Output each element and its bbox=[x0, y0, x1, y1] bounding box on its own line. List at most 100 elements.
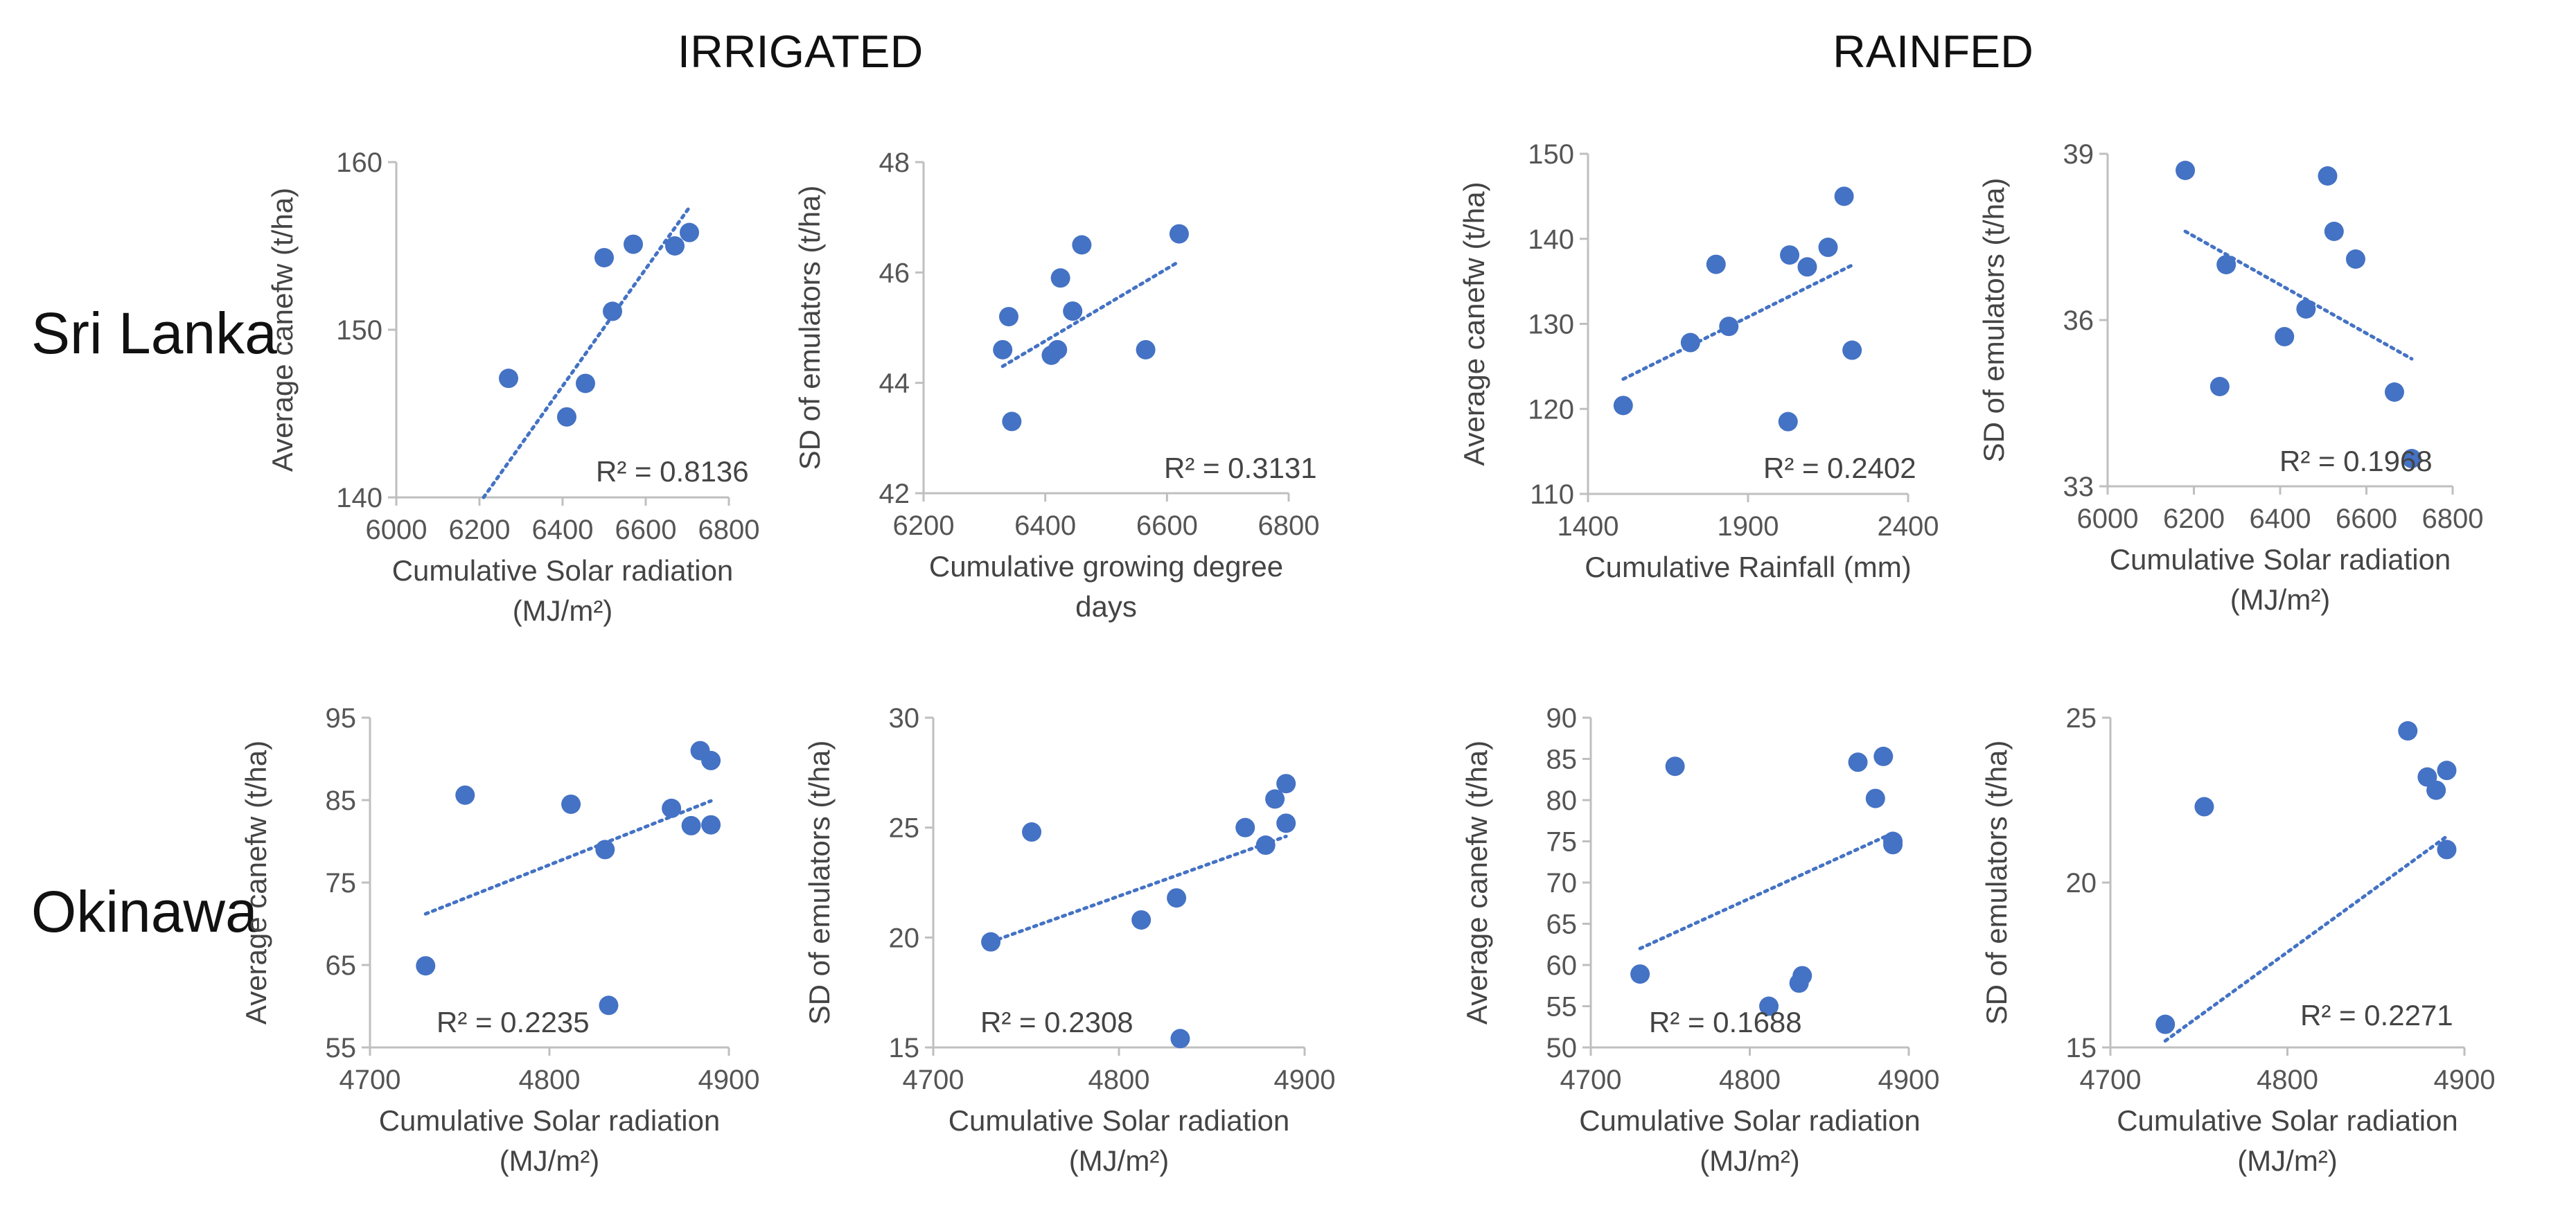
y-tick-label: 85 bbox=[326, 786, 357, 816]
header-irrigated: IRRIGATED bbox=[678, 26, 923, 77]
x-tick-label: 4900 bbox=[698, 1065, 760, 1095]
data-point bbox=[2176, 161, 2196, 180]
y-tick-label: 44 bbox=[879, 369, 910, 399]
data-point bbox=[1167, 888, 1187, 908]
x-tick-label: 6800 bbox=[2422, 504, 2484, 534]
row-label-okinawa: Okinawa bbox=[31, 879, 258, 944]
data-point bbox=[2296, 299, 2316, 319]
data-point bbox=[1048, 339, 1068, 360]
data-point bbox=[1759, 996, 1779, 1016]
data-point bbox=[1780, 245, 1800, 265]
x-tick-label: 6400 bbox=[532, 515, 594, 545]
data-point bbox=[557, 407, 576, 427]
data-point bbox=[1136, 339, 1156, 360]
data-point bbox=[1797, 257, 1817, 277]
y-tick-label: 60 bbox=[1546, 950, 1578, 981]
trendline bbox=[482, 205, 691, 499]
data-point bbox=[1235, 817, 1255, 838]
data-point bbox=[1630, 964, 1650, 984]
x-axis-label: Cumulative Solar radiation bbox=[949, 1104, 1290, 1137]
data-point bbox=[1131, 910, 1152, 930]
r-squared-label: R² = 0.3131 bbox=[1164, 452, 1317, 484]
x-axis-label: (MJ/m²) bbox=[1700, 1144, 1800, 1177]
data-point bbox=[1706, 254, 1726, 274]
y-tick-label: 50 bbox=[1546, 1033, 1578, 1063]
y-axis-label: Average canefw (t/ha) bbox=[1461, 741, 1493, 1025]
data-point bbox=[2194, 797, 2214, 817]
x-tick-label: 4700 bbox=[903, 1065, 964, 1095]
y-tick-label: 25 bbox=[2066, 703, 2097, 734]
r-squared-label: R² = 0.2235 bbox=[436, 1006, 590, 1038]
x-axis-label: days bbox=[1075, 590, 1137, 623]
x-tick-label: 2400 bbox=[1878, 511, 1939, 542]
y-tick-label: 20 bbox=[2066, 868, 2097, 898]
y-tick-label: 80 bbox=[1546, 786, 1578, 816]
y-axis-label: SD of emulators (t/ha) bbox=[803, 741, 836, 1025]
x-tick-label: 4900 bbox=[1878, 1065, 1940, 1095]
data-point bbox=[1276, 813, 1296, 833]
data-point bbox=[2275, 327, 2295, 346]
r-squared-label: R² = 0.2308 bbox=[980, 1006, 1133, 1038]
y-tick-label: 160 bbox=[336, 148, 382, 178]
x-axis-label: Cumulative Solar radiation bbox=[2110, 543, 2451, 576]
x-axis-label: (MJ/m²) bbox=[513, 594, 613, 627]
data-point bbox=[499, 369, 518, 389]
y-tick-label: 75 bbox=[1546, 827, 1578, 858]
data-point bbox=[1883, 831, 1903, 851]
data-point bbox=[576, 373, 595, 393]
y-tick-label: 75 bbox=[326, 868, 357, 898]
row-label-sri-lanka: Sri Lanka bbox=[31, 301, 277, 366]
data-point bbox=[2426, 780, 2446, 800]
y-tick-label: 25 bbox=[889, 813, 920, 844]
x-axis-label: Cumulative Solar radiation bbox=[2117, 1104, 2458, 1137]
x-tick-label: 1400 bbox=[1558, 511, 1619, 542]
y-tick-label: 140 bbox=[1528, 224, 1574, 255]
y-axis-label: Average canefw (t/ha) bbox=[1458, 181, 1490, 466]
x-tick-label: 4900 bbox=[1274, 1065, 1336, 1095]
data-point bbox=[681, 815, 701, 835]
x-axis-label: (MJ/m²) bbox=[500, 1144, 600, 1177]
data-point bbox=[1842, 340, 1862, 360]
y-tick-label: 15 bbox=[2066, 1033, 2097, 1063]
data-point bbox=[2398, 721, 2418, 741]
data-point bbox=[1613, 396, 1633, 416]
data-point bbox=[2209, 377, 2230, 396]
y-tick-label: 55 bbox=[1546, 992, 1578, 1022]
scatter-panel-8: 15 20 25 4700 4800 4900 Cumulative Solar radia… bbox=[1980, 703, 2495, 1177]
y-tick-label: 130 bbox=[1528, 310, 1574, 340]
r-squared-label: R² = 0.1968 bbox=[2279, 445, 2433, 477]
data-point bbox=[2437, 761, 2457, 781]
y-tick-label: 70 bbox=[1546, 868, 1578, 898]
data-point bbox=[2437, 840, 2457, 860]
x-axis-label: (MJ/m²) bbox=[2230, 583, 2331, 616]
data-point bbox=[1719, 317, 1739, 337]
y-tick-label: 15 bbox=[889, 1033, 920, 1063]
x-tick-label: 6800 bbox=[1258, 511, 1320, 541]
y-axis-label: Average canefw (t/ha) bbox=[240, 741, 272, 1025]
scatter-panel-5: 55 65 75 85 95 4700 4800 4900 Cumulative Solar r… bbox=[240, 703, 759, 1177]
y-tick-label: 120 bbox=[1528, 394, 1574, 425]
x-axis-label: Cumulative Solar radiation bbox=[392, 554, 734, 587]
scatter-panel-6: 15 20 25 30 4700 4800 4900 Cumulative Solar rad… bbox=[803, 703, 1335, 1177]
trendline bbox=[989, 834, 1288, 944]
data-point bbox=[1265, 789, 1285, 809]
y-axis-label: Average canefw (t/ha) bbox=[266, 188, 299, 472]
x-axis-label: Cumulative growing degree bbox=[929, 550, 1283, 583]
trendline bbox=[2183, 229, 2414, 361]
trendline bbox=[2163, 834, 2449, 1043]
trendline bbox=[1621, 263, 1854, 381]
x-axis-label: (MJ/m²) bbox=[2237, 1144, 2338, 1177]
data-point bbox=[701, 750, 721, 770]
r-squared-label: R² = 0.1688 bbox=[1649, 1006, 1802, 1038]
data-point bbox=[665, 236, 685, 256]
y-tick-label: 55 bbox=[326, 1033, 357, 1063]
data-point bbox=[1778, 411, 1798, 432]
data-point bbox=[594, 247, 614, 267]
x-tick-label: 6000 bbox=[2077, 504, 2139, 534]
y-tick-label: 65 bbox=[326, 950, 357, 981]
data-point bbox=[1665, 756, 1685, 777]
x-tick-label: 6400 bbox=[2250, 504, 2311, 534]
data-point bbox=[981, 932, 1001, 952]
data-point bbox=[1170, 1029, 1190, 1049]
